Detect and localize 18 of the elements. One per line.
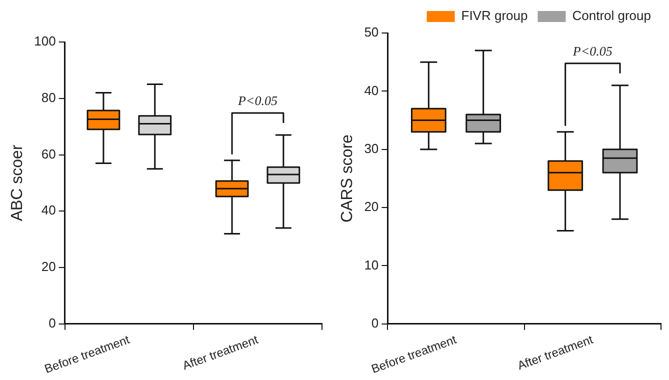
y-tick-label: 50 <box>364 24 379 40</box>
y-tick-label: 80 <box>41 90 56 105</box>
legend-label: Control group <box>572 8 652 24</box>
y-tick-label: 20 <box>41 259 56 274</box>
y-tick-label: 100 <box>34 34 56 49</box>
y-tick-label: 40 <box>41 202 56 218</box>
annotation: P<0.05 <box>572 43 613 58</box>
y-tick-label: 10 <box>364 257 379 272</box>
annotation: P<0.05 <box>236 92 278 108</box>
y-axis-title: ABC scoer <box>9 144 26 222</box>
y-tick-label: 20 <box>364 199 379 214</box>
y-tick-label: 40 <box>364 82 379 98</box>
y-tick-label: 30 <box>364 140 379 156</box>
y-tick-label: 60 <box>41 146 56 162</box>
y-tick-label: 0 <box>48 315 56 330</box>
y-axis-title: CARS score <box>339 134 356 222</box>
y-tick-label: 0 <box>371 315 379 330</box>
legend-label: FIVR group <box>461 8 528 24</box>
